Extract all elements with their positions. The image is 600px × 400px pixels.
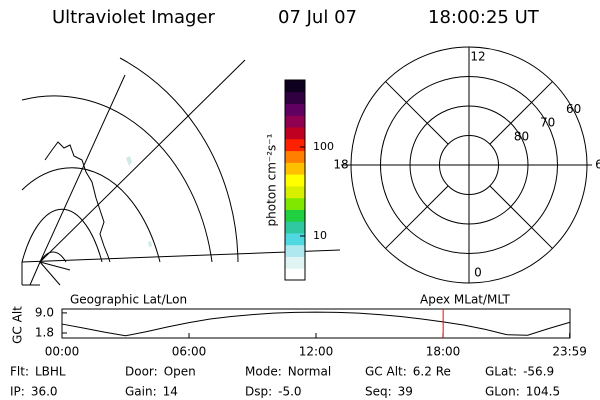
mlt-label: 0	[474, 266, 482, 280]
status-value: Normal	[288, 365, 331, 379]
colorbar-segment	[285, 115, 305, 128]
polar-diagonal	[489, 185, 553, 249]
geo-arc	[21, 95, 213, 263]
colorbar: 10 100	[284, 79, 334, 281]
colorbar-segment	[285, 174, 305, 187]
date: 07 Jul 07	[278, 7, 357, 28]
geo-grid	[21, 57, 341, 286]
x-tick-label: 06:00	[172, 345, 207, 359]
status-value: 39	[398, 385, 413, 399]
status-label: Dsp:	[245, 385, 272, 399]
colorbar-segment	[285, 138, 305, 152]
y-tick-label: 1.8	[35, 325, 54, 339]
colorbar-frame	[284, 79, 306, 281]
status-value: 36.0	[31, 385, 58, 399]
geo-line	[39, 74, 126, 263]
coastline	[44, 141, 111, 263]
status-label: Gain:	[125, 385, 157, 399]
mlt-label: 6	[595, 158, 600, 172]
colorbar-segment	[285, 91, 305, 105]
geo-arc	[39, 251, 67, 263]
colorbar-segment	[285, 268, 305, 281]
y-axis-label: GC Alt	[11, 306, 25, 344]
geo-arc	[21, 208, 103, 263]
status-value: 6.2 Re	[413, 365, 451, 379]
colorbar-segment	[285, 209, 305, 222]
colorbar-label: photon cm⁻²s⁻¹	[265, 133, 279, 226]
polar-label: Apex MLat/MLT	[420, 293, 510, 307]
colorbar-tick-label: 100	[313, 140, 334, 153]
colorbar-segment	[285, 232, 305, 246]
colorbar-segment	[285, 80, 305, 93]
y-tick-label: 9.0	[35, 305, 54, 319]
status-label: Door:	[125, 365, 158, 379]
polar-diagonal	[385, 185, 449, 249]
geo-line	[39, 59, 246, 263]
status-value: -5.0	[278, 385, 301, 399]
colorbar-segment	[285, 127, 305, 140]
status-value: 104.5	[526, 385, 560, 399]
status-label: Seq:	[365, 385, 392, 399]
x-tick-label: 12:00	[299, 345, 334, 359]
colorbar-tick-label: 10	[313, 229, 327, 242]
geo-arc	[21, 167, 161, 263]
status-label: GLat:	[485, 365, 517, 379]
title: Ultraviolet Imager	[52, 7, 216, 28]
lat-label: 80	[514, 130, 529, 144]
colorbar-segment	[285, 162, 305, 175]
mlt-label: 12	[470, 50, 485, 64]
colorbar-segment	[285, 150, 305, 163]
x-tick-label: 23:59	[552, 345, 587, 359]
lat-label: 60	[566, 102, 581, 116]
x-tick-label: 00:00	[45, 345, 80, 359]
x-tick-label: 18:00	[426, 345, 461, 359]
status-label: Flt:	[10, 365, 29, 379]
colorbar-segment	[285, 244, 305, 257]
polar-diagonal	[489, 81, 553, 145]
altitude-line	[61, 311, 570, 337]
geo-arc	[119, 57, 239, 263]
mlt-label: 18	[333, 158, 348, 172]
colorbar-segment	[285, 103, 305, 116]
colorbar-segment	[285, 197, 305, 210]
colorbar-segment	[285, 185, 305, 199]
status-label: IP:	[10, 385, 25, 399]
status-label: GC Alt:	[365, 365, 407, 379]
colorbar-segment	[285, 256, 305, 269]
status-label: GLon:	[485, 385, 520, 399]
status-bar: Flt: LBHL Door: Open Mode: Normal GC Alt: 6.2 R…	[10, 365, 560, 399]
orbit-plot: 1.8 9.0 00:00 06:00 12:00 18:00 23:59	[35, 305, 587, 358]
status-value: LBHL	[35, 365, 66, 379]
geo-frame	[21, 262, 40, 286]
status-value: -56.9	[523, 365, 554, 379]
geo-label: Geographic Lat/Lon	[70, 293, 187, 307]
status-value: Open	[164, 365, 196, 379]
status-value: 14	[163, 385, 178, 399]
colorbar-segment	[285, 221, 305, 234]
faint-emission	[126, 156, 152, 247]
lat-label: 70	[540, 116, 555, 130]
time: 18:00:25 UT	[428, 7, 540, 28]
status-label: Mode:	[245, 365, 282, 379]
geo-line	[29, 261, 71, 286]
polar-diagonal	[385, 81, 449, 145]
